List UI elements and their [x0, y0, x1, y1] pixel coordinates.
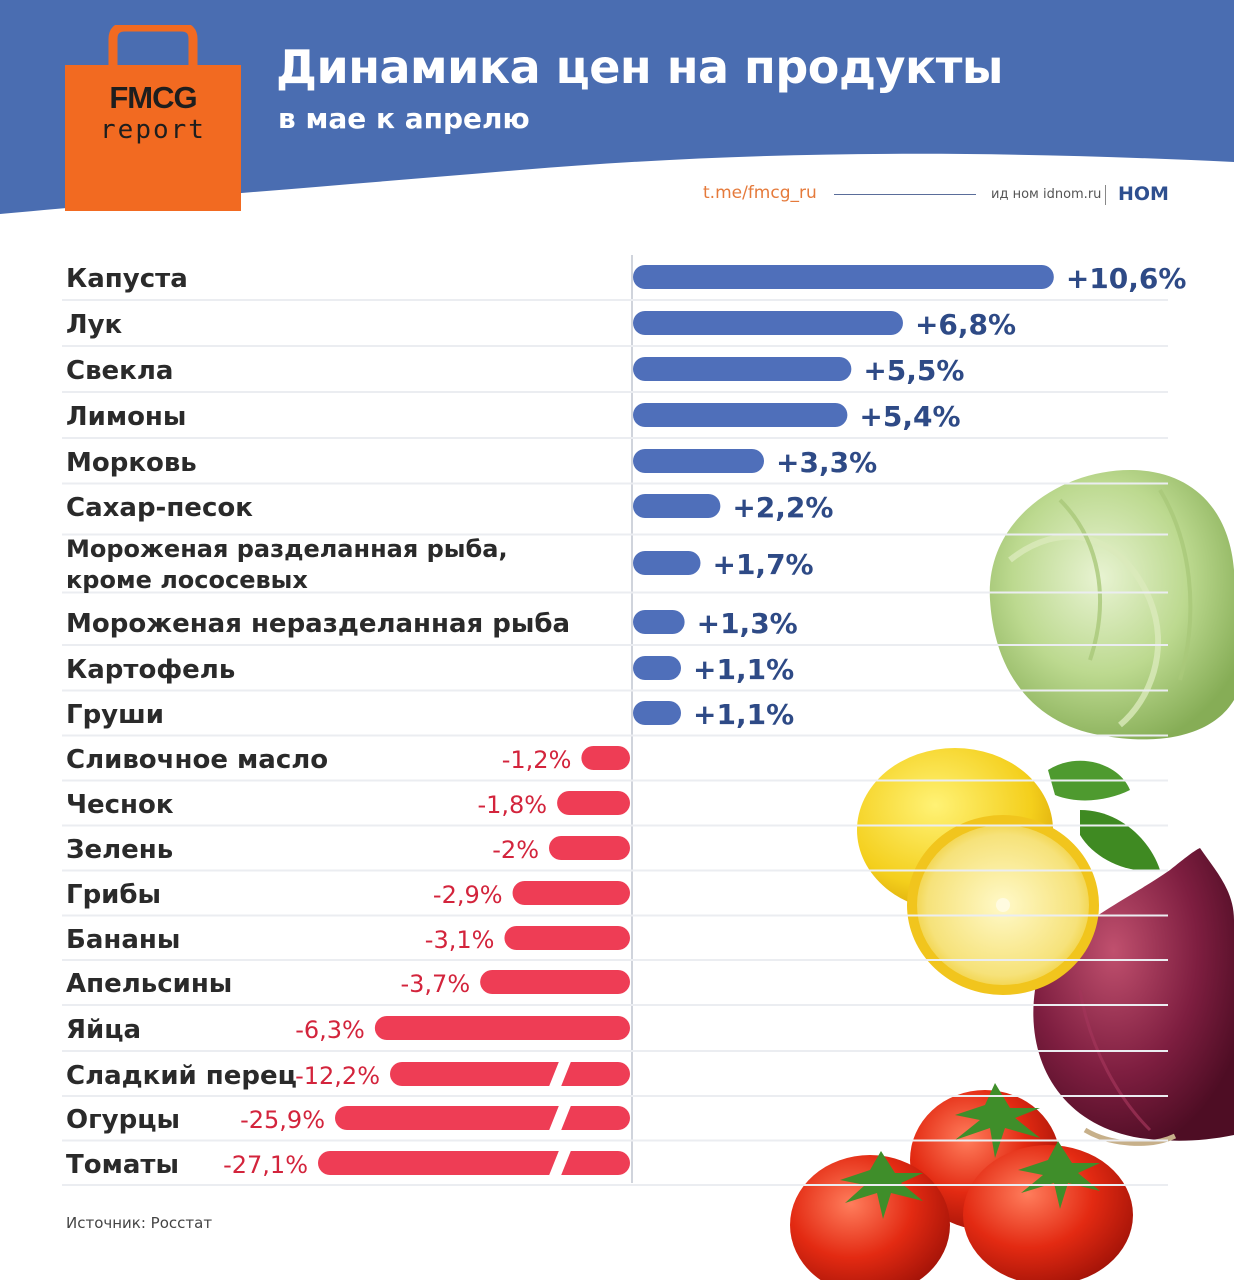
category-label: Огурцы [66, 1105, 180, 1135]
bar-negative [581, 746, 630, 770]
bar-negative [512, 881, 630, 905]
logo-text-report: report [100, 115, 206, 145]
header-background [0, 0, 1234, 214]
category-label: Апельсины [66, 969, 232, 999]
bar-positive [633, 551, 701, 575]
bar-negative [504, 926, 630, 950]
value-label: +5,5% [863, 354, 964, 387]
category-label: Томаты [66, 1150, 179, 1180]
value-label: -3,1% [425, 926, 495, 954]
value-label: +1,1% [693, 653, 794, 686]
bar-positive [633, 494, 721, 518]
nom-logo: НОМ [1118, 183, 1169, 205]
bar-negative [335, 1106, 630, 1130]
category-label: Сладкий перец [66, 1061, 297, 1091]
logo-text-fmcg: FMCG [109, 80, 197, 115]
value-label: +1,3% [697, 607, 798, 640]
value-label: +6,8% [915, 308, 1016, 341]
fmcg-report-logo: FMCG report [65, 22, 241, 211]
category-label: Лимоны [66, 402, 186, 432]
page-subtitle: в мае к апрелю [278, 102, 530, 135]
onion-image [1033, 848, 1234, 1146]
bar-negative [557, 791, 630, 815]
value-label: +3,3% [776, 446, 877, 479]
axis-break-mark [548, 1059, 572, 1089]
category-label: Груши [66, 700, 164, 730]
value-label: -3,7% [401, 970, 471, 998]
category-label: Капуста [66, 264, 188, 294]
category-label: Бананы [66, 925, 180, 955]
value-label: -27,1% [223, 1151, 308, 1179]
category-label: Морковь [66, 448, 197, 478]
value-label: -25,9% [240, 1106, 325, 1134]
value-label: +2,2% [732, 491, 833, 524]
bar-negative [318, 1151, 630, 1175]
category-label: Мороженая неразделанная рыба [66, 609, 570, 639]
lemon-image [857, 748, 1160, 995]
value-label: +1,7% [712, 548, 813, 581]
bar-positive [633, 265, 1054, 289]
shopping-bag-icon [65, 22, 241, 211]
value-label: -1,2% [502, 746, 572, 774]
category-label: Чеснок [66, 790, 174, 820]
value-label: +10,6% [1066, 262, 1187, 295]
bar-positive [633, 403, 848, 427]
axis-break-mark [548, 1103, 572, 1133]
value-label: +5,4% [859, 400, 960, 433]
category-label: Грибы [66, 880, 161, 910]
value-label: -1,8% [477, 791, 547, 819]
bar-negative [374, 1016, 630, 1040]
category-label: Сахар-песок [66, 493, 253, 523]
bar-negative [480, 970, 630, 994]
value-label: -2,9% [433, 881, 503, 909]
source-note: Источник: Росстат [66, 1214, 213, 1232]
bar-positive [633, 610, 685, 634]
axis-break-mark [548, 1148, 572, 1178]
bar-positive [633, 357, 852, 381]
bar-positive [633, 656, 681, 680]
category-label: Лук [66, 310, 123, 340]
category-label: Мороженая разделанная рыба, кроме лососев… [66, 535, 508, 594]
cabbage-image [989, 470, 1234, 740]
link-divider-line [834, 194, 976, 195]
bar-positive [633, 311, 903, 335]
value-label: +1,1% [693, 698, 794, 731]
value-label: -2% [492, 836, 539, 864]
telegram-link[interactable]: t.me/fmcg_ru [703, 183, 817, 203]
value-label: -6,3% [295, 1016, 365, 1044]
value-label: -12,2% [295, 1062, 380, 1090]
org-separator [1105, 185, 1106, 205]
bar-negative [390, 1062, 630, 1086]
header-wave [0, 0, 1234, 214]
org-text: ид ном idnom.ru [991, 187, 1102, 202]
category-label: Сливочное масло [66, 745, 328, 775]
page-title: Динамика цен на продукты [276, 40, 1004, 94]
category-label: Картофель [66, 655, 235, 685]
category-label: Яйца [66, 1015, 141, 1045]
bar-positive [633, 701, 681, 725]
category-label: Свекла [66, 356, 173, 386]
bar-negative [549, 836, 630, 860]
tomatoes-image [790, 1083, 1133, 1280]
bar-positive [633, 449, 765, 473]
category-label: Зелень [66, 835, 173, 865]
